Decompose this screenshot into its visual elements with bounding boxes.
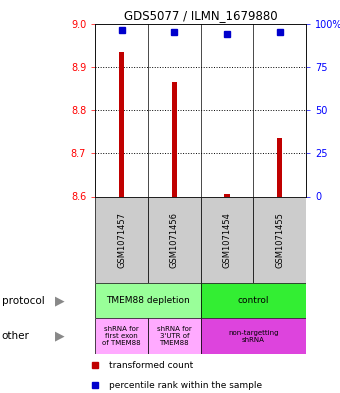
- Bar: [277, 138, 282, 196]
- Text: non-targetting
shRNA: non-targetting shRNA: [228, 329, 278, 343]
- Bar: [253, 196, 306, 283]
- Text: shRNA for
first exon
of TMEM88: shRNA for first exon of TMEM88: [102, 326, 141, 346]
- Title: GDS5077 / ILMN_1679880: GDS5077 / ILMN_1679880: [124, 9, 277, 22]
- Text: shRNA for
3'UTR of
TMEM88: shRNA for 3'UTR of TMEM88: [157, 326, 192, 346]
- Bar: [95, 196, 148, 283]
- Text: TMEM88 depletion: TMEM88 depletion: [106, 296, 190, 305]
- Bar: [201, 283, 306, 318]
- Text: GSM1071457: GSM1071457: [117, 212, 126, 268]
- Bar: [172, 82, 177, 196]
- Text: GSM1071454: GSM1071454: [222, 212, 232, 268]
- Text: GSM1071456: GSM1071456: [170, 212, 179, 268]
- Text: ▶: ▶: [55, 329, 64, 343]
- Bar: [119, 51, 124, 196]
- Text: percentile rank within the sample: percentile rank within the sample: [109, 381, 262, 389]
- Bar: [95, 318, 148, 354]
- Text: transformed count: transformed count: [109, 361, 193, 370]
- Text: control: control: [238, 296, 269, 305]
- Text: ▶: ▶: [55, 294, 64, 307]
- Bar: [224, 194, 230, 196]
- Bar: [148, 318, 201, 354]
- Bar: [95, 283, 201, 318]
- Bar: [201, 318, 306, 354]
- Text: protocol: protocol: [2, 296, 45, 306]
- Text: other: other: [2, 331, 30, 341]
- Text: GSM1071455: GSM1071455: [275, 212, 284, 268]
- Bar: [201, 196, 253, 283]
- Bar: [148, 196, 201, 283]
